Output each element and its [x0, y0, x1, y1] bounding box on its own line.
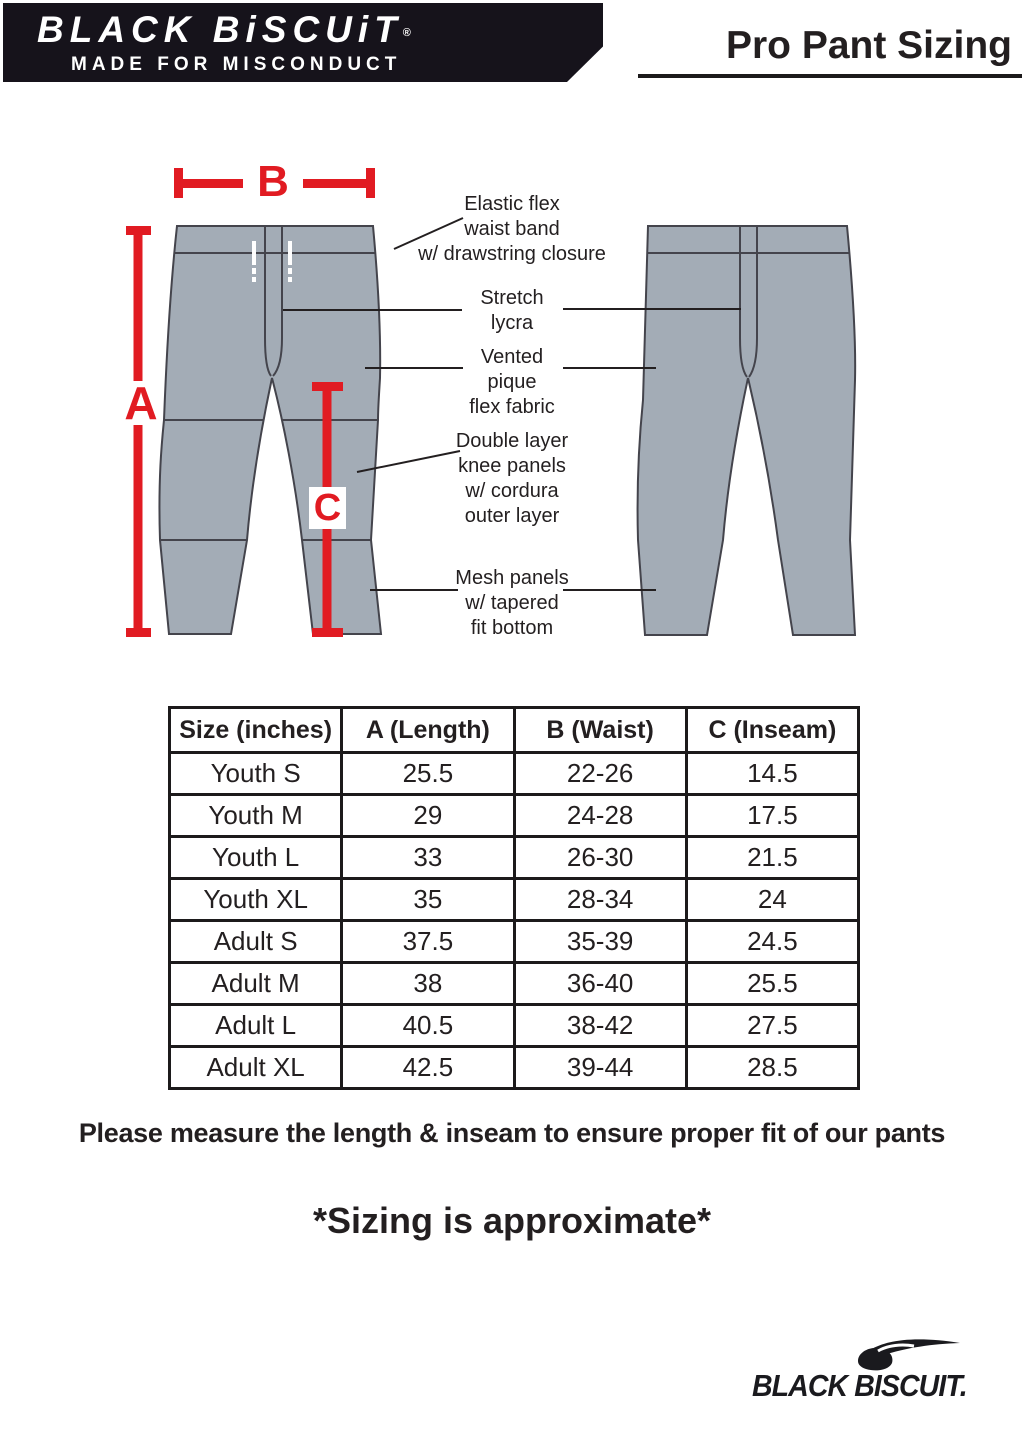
drawstrings	[252, 241, 292, 285]
measure-instruction-note: Please measure the length & inseam to en…	[78, 1118, 946, 1148]
back-center-seam	[739, 226, 758, 378]
annotation-vented-pique: Vented pique flex fabric	[469, 346, 555, 418]
annotation-elastic-waistband: Elastic flex waist band w/ drawstring cl…	[418, 193, 606, 265]
table-row: Youth XL 35 28-34 24	[167, 877, 861, 922]
front-seam-lines	[159, 252, 381, 541]
brand-wordmark: BLACK BiSCUiT®	[37, 9, 577, 51]
col-header-inseam: C (Inseam)	[684, 706, 861, 754]
brand-name-text: BLACK BiSCUiT	[37, 9, 403, 50]
front-fly-seam	[264, 226, 283, 377]
table-row: Youth S 25.5 22-26 14.5	[167, 751, 861, 796]
annotation-stretch-lycra: Stretch lycra	[480, 287, 544, 334]
registered-mark: ®	[402, 27, 411, 39]
front-pants-shape	[158, 225, 383, 635]
back-pants-shape	[636, 225, 857, 636]
col-header-size: Size (inches)	[167, 706, 344, 754]
footer-brand-wordmark: BLACK BISCUIT.	[752, 1368, 968, 1403]
table-row: Youth M 29 24-28 17.5	[167, 793, 861, 838]
sizing-disclaimer: *Sizing is approximate*	[312, 1200, 712, 1241]
puck-swoosh-icon	[858, 1339, 960, 1371]
size-table: Size (inches) A (Length) B (Waist) C (In…	[167, 706, 861, 1090]
title-underline	[638, 74, 1022, 78]
table-row: Adult XL 42.5 39-44 28.5	[167, 1045, 861, 1090]
col-header-length: A (Length)	[340, 706, 516, 754]
page-title: Pro Pant Sizing	[725, 24, 1012, 67]
measure-label-b: B	[257, 157, 289, 206]
size-table-header-row: Size (inches) A (Length) B (Waist) C (In…	[167, 706, 861, 754]
table-row: Youth L 33 26-30 21.5	[167, 835, 861, 880]
table-row: Adult S 37.5 35-39 24.5	[167, 919, 861, 964]
measure-label-c: C	[313, 487, 342, 529]
table-row: Adult M 38 36-40 25.5	[167, 961, 861, 1006]
table-row: Adult L 40.5 38-42 27.5	[167, 1003, 861, 1048]
measure-a-bracket	[126, 226, 151, 637]
measure-label-c-box: C	[309, 487, 346, 529]
annotation-knee-panels: Double layer knee panels w/ cordura oute…	[455, 430, 569, 527]
annotation-mesh-panels: Mesh panels w/ tapered fit bottom	[455, 567, 569, 639]
col-header-waist: B (Waist)	[512, 706, 688, 754]
brand-banner: BLACK BiSCUiT® MADE FOR MISCONDUCT	[3, 3, 603, 82]
brand-tagline: MADE FOR MISCONDUCT	[71, 54, 402, 75]
measure-label-a: A	[124, 377, 158, 429]
